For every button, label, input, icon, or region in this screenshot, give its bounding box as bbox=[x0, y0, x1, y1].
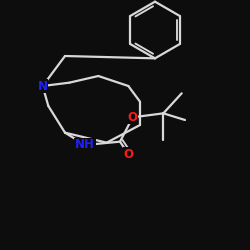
Text: O: O bbox=[128, 111, 138, 124]
Text: O: O bbox=[123, 148, 133, 160]
Text: N: N bbox=[38, 80, 48, 92]
Text: NH: NH bbox=[75, 138, 95, 151]
